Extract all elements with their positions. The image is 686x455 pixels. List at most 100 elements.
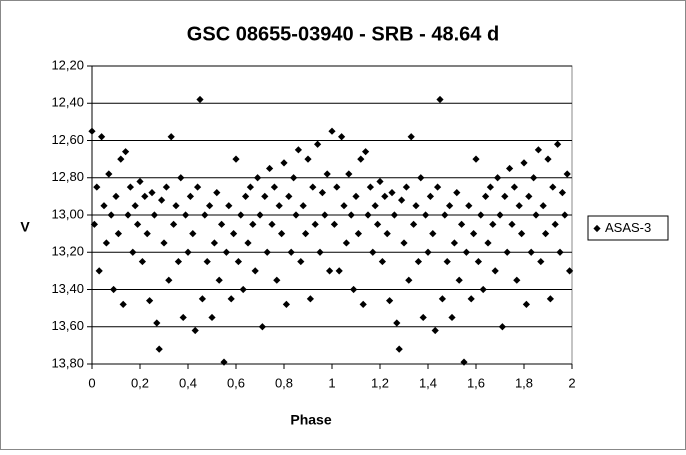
point bbox=[251, 267, 259, 275]
grid: 12,20 12,40 12,60 12,80 13,00 13,20 13,40 13,60… bbox=[51, 57, 575, 390]
point bbox=[242, 192, 250, 200]
point bbox=[138, 257, 146, 266]
point bbox=[443, 257, 451, 266]
point bbox=[362, 148, 370, 156]
point bbox=[383, 230, 391, 238]
point bbox=[239, 285, 247, 294]
point bbox=[306, 295, 314, 303]
point bbox=[93, 183, 101, 191]
point bbox=[107, 211, 115, 219]
legend: ASAS-3 bbox=[587, 215, 669, 241]
point bbox=[330, 220, 338, 228]
point bbox=[218, 220, 226, 228]
point bbox=[546, 295, 554, 303]
point bbox=[234, 257, 242, 266]
point bbox=[429, 230, 437, 238]
point bbox=[189, 230, 197, 238]
point bbox=[136, 177, 144, 186]
point bbox=[302, 230, 310, 238]
point bbox=[450, 239, 458, 247]
point bbox=[441, 211, 449, 219]
x-tick-label: 0,6 bbox=[227, 375, 245, 390]
point bbox=[386, 297, 394, 305]
point bbox=[407, 133, 415, 141]
point bbox=[328, 127, 336, 135]
point bbox=[525, 192, 533, 200]
point bbox=[378, 257, 386, 266]
point bbox=[268, 220, 276, 228]
point bbox=[210, 239, 218, 247]
point bbox=[165, 276, 173, 284]
point bbox=[558, 189, 566, 197]
point bbox=[436, 95, 444, 104]
legend-marker bbox=[593, 224, 601, 233]
x-tick-label: 1,2 bbox=[371, 375, 389, 390]
point bbox=[482, 192, 490, 200]
y-tick-label: 13,60 bbox=[51, 318, 84, 333]
point bbox=[225, 202, 233, 210]
point bbox=[369, 248, 377, 256]
point bbox=[398, 196, 406, 204]
point bbox=[486, 183, 494, 191]
point bbox=[309, 183, 317, 191]
point bbox=[513, 276, 521, 284]
point bbox=[254, 174, 262, 182]
point bbox=[198, 295, 206, 303]
point bbox=[472, 155, 480, 163]
point bbox=[503, 248, 511, 256]
legend-label: ASAS-3 bbox=[605, 220, 651, 235]
x-tick-label: 0,8 bbox=[275, 375, 293, 390]
point bbox=[388, 189, 396, 197]
point bbox=[191, 326, 199, 335]
point bbox=[402, 183, 410, 191]
point bbox=[342, 239, 350, 247]
point bbox=[438, 295, 446, 303]
point bbox=[294, 146, 302, 154]
point bbox=[419, 313, 427, 322]
point bbox=[287, 248, 295, 256]
point bbox=[263, 248, 271, 256]
point bbox=[314, 140, 322, 148]
point bbox=[290, 174, 298, 182]
point bbox=[527, 248, 535, 256]
point bbox=[280, 159, 288, 167]
chart-title: GSC 08655-03940 - SRB - 48.64 d bbox=[187, 23, 499, 45]
y-tick-label: 13,20 bbox=[51, 244, 84, 259]
point bbox=[474, 257, 482, 266]
point bbox=[424, 248, 432, 256]
point bbox=[467, 295, 475, 303]
point bbox=[520, 159, 528, 167]
point bbox=[172, 202, 180, 210]
point bbox=[237, 211, 245, 219]
point bbox=[126, 183, 134, 191]
point bbox=[393, 319, 401, 327]
point bbox=[222, 248, 230, 256]
point bbox=[542, 230, 550, 238]
point bbox=[285, 192, 293, 200]
point bbox=[258, 323, 266, 331]
point bbox=[278, 230, 286, 238]
point bbox=[460, 358, 468, 366]
y-tick-label: 13,40 bbox=[51, 281, 84, 296]
point bbox=[227, 295, 235, 303]
point bbox=[203, 257, 211, 266]
point bbox=[508, 220, 516, 228]
point bbox=[232, 155, 240, 163]
point bbox=[470, 230, 478, 238]
point bbox=[323, 170, 331, 178]
x-axis-label: Phase bbox=[290, 412, 331, 428]
point bbox=[489, 220, 497, 228]
point bbox=[561, 211, 569, 219]
point bbox=[366, 183, 374, 191]
point bbox=[498, 323, 506, 331]
point bbox=[162, 183, 170, 191]
point bbox=[462, 248, 470, 256]
point bbox=[292, 211, 300, 219]
point bbox=[350, 285, 358, 294]
point bbox=[549, 183, 557, 191]
point bbox=[186, 192, 194, 200]
point bbox=[170, 220, 178, 228]
point bbox=[110, 285, 118, 294]
point bbox=[422, 211, 430, 219]
